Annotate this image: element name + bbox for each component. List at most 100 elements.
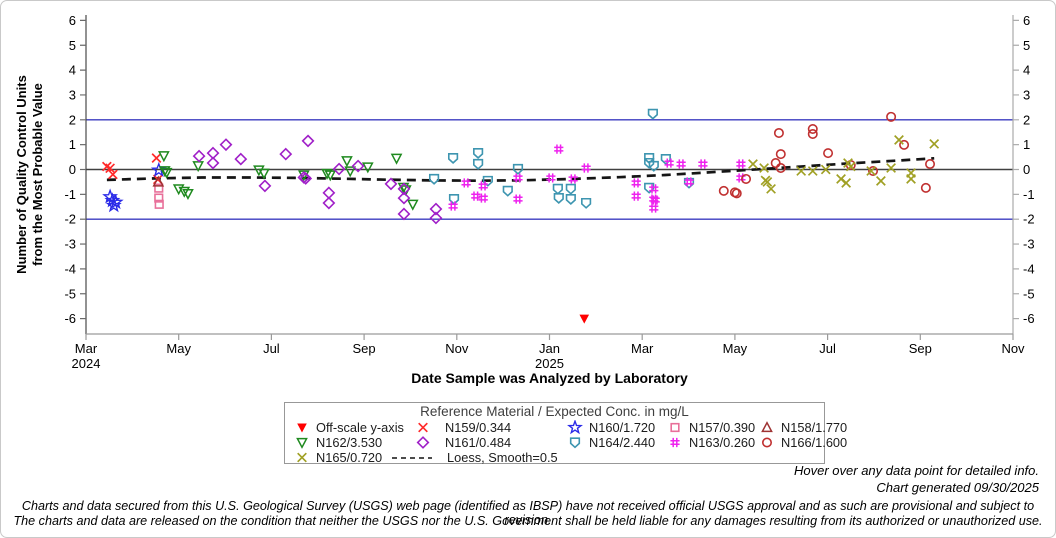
data-point-n162[interactable] [178,186,191,198]
data-point-n159[interactable] [151,153,162,163]
data-point-n161[interactable] [219,138,233,152]
data-point-n165[interactable] [820,164,831,175]
data-point-n163[interactable] [478,193,488,203]
data-point-n164[interactable] [482,175,493,187]
data-point-n164[interactable] [552,183,563,195]
data-point-n161[interactable] [397,207,411,221]
data-point-n165[interactable] [929,139,940,149]
data-point-n165[interactable] [748,159,758,169]
data-point-n166[interactable] [823,148,834,159]
data-point-n164[interactable] [553,192,564,204]
data-point-n157[interactable] [154,199,164,209]
data-point-n162[interactable] [253,165,265,177]
data-point-n166[interactable] [741,173,752,184]
data-point-n162[interactable] [390,153,403,165]
data-point-n160[interactable] [102,188,119,204]
data-point-n161[interactable] [351,159,365,173]
data-point-n163[interactable] [698,159,708,169]
data-point-n157[interactable] [154,183,164,193]
data-point-n161[interactable] [332,162,346,176]
data-point-n161[interactable] [206,156,220,170]
data-point-n165[interactable] [894,135,904,145]
data-point-n161[interactable] [322,196,336,210]
data-point-n166[interactable] [899,139,910,150]
data-point-n159[interactable] [105,163,116,174]
data-point-offscale[interactable] [579,314,590,324]
data-point-n166[interactable] [807,128,818,139]
data-point-n163[interactable] [478,181,488,191]
data-point-n161[interactable] [429,202,443,216]
data-point-n163[interactable] [554,144,564,154]
data-point-n163[interactable] [676,159,686,169]
data-point-n161[interactable] [397,182,411,196]
data-point-n163[interactable] [631,191,641,201]
data-point-n164[interactable] [473,147,484,159]
data-point-n163[interactable] [568,174,578,184]
data-point-n166[interactable] [770,158,781,169]
data-point-n163[interactable] [736,173,746,183]
data-point-n164[interactable] [647,108,658,120]
data-point-n163[interactable] [650,195,660,205]
data-point-n163[interactable] [581,163,591,173]
data-point-n161[interactable] [299,172,313,185]
data-point-n165[interactable] [807,166,818,176]
data-point-n165[interactable] [876,176,886,186]
data-point-n164[interactable] [512,163,524,175]
data-point-n161[interactable] [258,179,272,193]
data-point-n163[interactable] [513,194,523,204]
data-point-n166[interactable] [773,127,784,138]
data-point-n166[interactable] [775,149,786,160]
data-point-n164[interactable] [473,158,484,170]
data-point-n165[interactable] [841,178,852,188]
data-point-n162[interactable] [158,166,171,178]
data-point-n163[interactable] [649,184,659,194]
data-point-n164[interactable] [447,152,459,164]
data-point-n162[interactable] [160,167,173,179]
data-point-n162[interactable] [324,170,337,182]
data-point-n164[interactable] [502,185,513,197]
data-point-n158[interactable] [152,175,165,187]
data-point-n161[interactable] [384,177,398,191]
data-point-n163[interactable] [471,191,481,201]
data-point-n164[interactable] [644,157,655,169]
data-point-n163[interactable] [461,178,471,188]
data-point-n161[interactable] [322,186,336,200]
data-point-n165[interactable] [796,166,807,176]
data-point-n164[interactable] [565,193,576,205]
data-point-n164[interactable] [648,160,659,172]
data-point-n162[interactable] [361,162,374,174]
data-point-n166[interactable] [718,185,729,196]
data-point-n165[interactable] [759,163,770,173]
data-point-n162[interactable] [182,188,194,201]
data-point-n165[interactable] [906,174,916,184]
data-point-n160[interactable] [107,193,124,210]
data-point-n165[interactable] [845,161,856,172]
data-point-n163[interactable] [649,203,659,213]
data-point-n162[interactable] [344,166,357,178]
data-point-n166[interactable] [886,111,897,122]
data-point-n162[interactable] [258,168,270,180]
data-point-n165[interactable] [886,163,897,173]
data-point-n164[interactable] [660,153,671,165]
data-point-n164[interactable] [581,197,592,209]
data-point-n161[interactable] [397,191,411,205]
data-point-n165[interactable] [866,166,877,176]
data-point-n164[interactable] [565,183,576,195]
data-point-n164[interactable] [428,173,440,185]
data-point-n161[interactable] [234,152,248,166]
data-point-n163[interactable] [448,201,458,211]
data-point-n162[interactable] [192,161,205,173]
data-point-n166[interactable] [731,188,742,199]
data-point-n163[interactable] [649,194,659,204]
data-point-n161[interactable] [301,134,315,148]
data-point-n166[interactable] [807,123,818,134]
data-point-n163[interactable] [513,173,523,183]
data-point-n157[interactable] [154,193,164,203]
data-point-n166[interactable] [868,165,879,176]
data-point-n161[interactable] [279,147,293,161]
data-point-n166[interactable] [775,163,786,174]
data-point-n163[interactable] [664,158,674,168]
data-point-n163[interactable] [631,178,641,188]
data-point-n162[interactable] [406,199,419,211]
data-point-n166[interactable] [920,182,931,193]
